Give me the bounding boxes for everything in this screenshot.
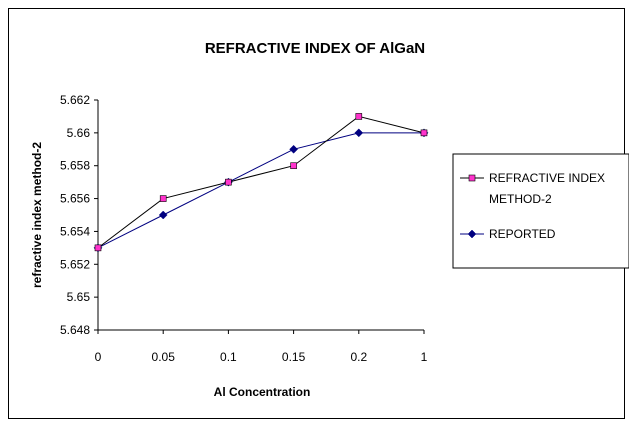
y-tick-label: 5.654 bbox=[60, 224, 90, 238]
legend-label: REPORTED bbox=[489, 227, 556, 241]
x-tick-label: 0.2 bbox=[350, 350, 367, 364]
data-point bbox=[420, 129, 428, 137]
legend-box bbox=[452, 153, 629, 269]
y-tick-label: 5.648 bbox=[60, 323, 90, 337]
data-point bbox=[94, 244, 102, 252]
series-line bbox=[97, 132, 424, 249]
y-tick-label: 5.66 bbox=[67, 126, 91, 140]
data-point bbox=[158, 210, 168, 220]
data-point bbox=[290, 162, 297, 170]
y-axis-label: refractive index method-2 bbox=[30, 142, 44, 288]
x-axis-label: Al Concentration bbox=[214, 385, 311, 399]
data-point bbox=[159, 195, 167, 202]
x-tick-label: 0 bbox=[95, 350, 102, 364]
y-tick-label: 5.658 bbox=[60, 159, 90, 173]
x-tick-label: 0.1 bbox=[220, 350, 237, 364]
data-point bbox=[355, 113, 363, 120]
legend-marker bbox=[468, 174, 476, 182]
chart-title: REFRACTIVE INDEX OF AlGaN bbox=[205, 40, 425, 57]
plot-area: 5.648 5.65 5.652 5.654 5.656 5.658 5.66 5.662 0 0… bbox=[60, 93, 429, 364]
x-tick-label: 0.05 bbox=[152, 350, 176, 364]
x-tick-label: 1 bbox=[421, 350, 428, 364]
data-point bbox=[354, 128, 364, 138]
legend: REFRACTIVE INDEX METHOD-2 REPORTED bbox=[452, 153, 629, 269]
y-tick-label: 5.656 bbox=[60, 192, 90, 206]
data-point bbox=[289, 144, 298, 154]
data-point bbox=[225, 178, 232, 186]
legend-marker bbox=[467, 229, 477, 239]
legend-label: METHOD-2 bbox=[489, 192, 552, 206]
legend-label: REFRACTIVE INDEX bbox=[489, 171, 605, 185]
x-tick-label: 0.15 bbox=[282, 350, 306, 364]
series-line bbox=[97, 115, 425, 249]
y-tick-label: 5.65 bbox=[67, 290, 91, 304]
y-tick-label: 5.652 bbox=[60, 257, 90, 271]
y-tick-label: 5.662 bbox=[60, 93, 90, 107]
